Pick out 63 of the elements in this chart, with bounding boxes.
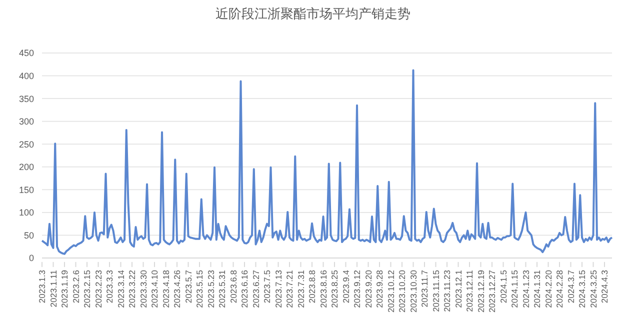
y-tick-label: 250: [18, 139, 34, 150]
y-tick-label: 300: [18, 116, 34, 127]
x-tick-label: 2023.5.15: [194, 270, 204, 308]
x-tick-label: 2023.6.27: [250, 270, 261, 308]
x-tick-label: 2023.7.13: [273, 270, 284, 308]
y-tick-label: 50: [24, 230, 34, 240]
x-tick-label: 2023.3.3: [104, 270, 114, 304]
x-tick-label: 2023.7.5: [262, 270, 272, 304]
x-tick-label: 2023.9.12: [352, 270, 362, 308]
x-tick-label: 2024.1.23: [520, 270, 531, 308]
x-tick-label: 2023.4.26: [172, 270, 182, 308]
x-tick-label: 2023.12.27: [487, 270, 497, 313]
x-tick-label: 2023.4.10: [150, 270, 160, 308]
x-tick-label: 2023.12.1: [453, 270, 464, 308]
x-tick-label: 2023.7.21: [284, 270, 294, 308]
x-tick-label: 2023.11.15: [430, 270, 441, 312]
x-tick-label: 2023.11.7: [420, 270, 430, 308]
x-tick-label: 2024.2.28: [554, 270, 564, 308]
line-series: [41, 69, 613, 255]
x-tick-label: 2023.6.16: [240, 270, 250, 308]
x-tick-label: 2023.12.19: [476, 270, 486, 313]
x-tick-label: 2023.10.12: [386, 270, 396, 313]
chart-title: 近阶段江浙聚酯市场平均产销走势: [214, 7, 412, 24]
y-tick-label: 100: [18, 208, 34, 218]
y-tick-label: 150: [18, 184, 34, 195]
x-tick-label: 2024.3.7: [566, 270, 576, 304]
x-tick-label: 2023.10.20: [397, 270, 407, 313]
x-tick-label: 2023.8.8: [307, 270, 317, 304]
x-tick-label: 2023.8.25: [330, 270, 340, 308]
x-tick-label: 2023.3.30: [138, 270, 148, 308]
x-tick-label: 2024.4.3: [600, 270, 610, 304]
x-tick-label: 2023.2.15: [82, 270, 92, 308]
x-tick-label: 2023.7.31: [296, 270, 306, 308]
x-tick-label: 2024.3.25: [588, 270, 598, 308]
y-tick-label: 450: [18, 48, 34, 58]
x-tick-label: 2023.3.14: [116, 270, 126, 308]
y-tick-label: 350: [18, 94, 34, 104]
x-tick-label: 2024.3.15: [577, 270, 587, 308]
x-tick-label: 2023.1.3: [37, 270, 47, 304]
x-tick-label: 2024.2.20: [543, 270, 554, 308]
y-tick-label: 400: [18, 70, 34, 81]
x-tick-label: 2024.1.15: [510, 270, 520, 308]
x-tick-label: 2023.11.23: [442, 270, 452, 312]
x-tick-label: 2023.1.11: [48, 270, 58, 308]
x-tick-label: 2023.9.20: [363, 270, 374, 308]
x-tick-label: 2023.1.19: [60, 270, 70, 308]
y-tick-label: 0: [28, 253, 34, 264]
x-tick-label: 2024.1.31: [532, 270, 542, 308]
x-tick-label: 2023.3.22: [127, 270, 137, 308]
x-tick-label: 2023.5.23: [206, 270, 216, 308]
x-tick-label: 2023.9.4: [340, 270, 351, 304]
x-tick-label: 2023.5.7: [183, 270, 194, 304]
x-tick-label: 2023.6.8: [228, 270, 238, 304]
x-tick-label: 2023.9.28: [374, 270, 384, 308]
x-tick-label: 2023.10.30: [408, 270, 418, 313]
x-tick-label: 2023.2.6: [70, 270, 81, 304]
x-tick-label: 2023.2.23: [93, 270, 104, 308]
x-tick-label: 2023.4.18: [160, 270, 171, 308]
x-tick-label: 2023.12.11: [464, 270, 474, 312]
x-tick-label: 2023.8.16: [318, 270, 328, 308]
y-tick-label: 200: [18, 162, 34, 172]
x-tick-label: 2023.5.31: [217, 270, 227, 308]
x-tick-label: 2024.1.5: [498, 270, 508, 304]
